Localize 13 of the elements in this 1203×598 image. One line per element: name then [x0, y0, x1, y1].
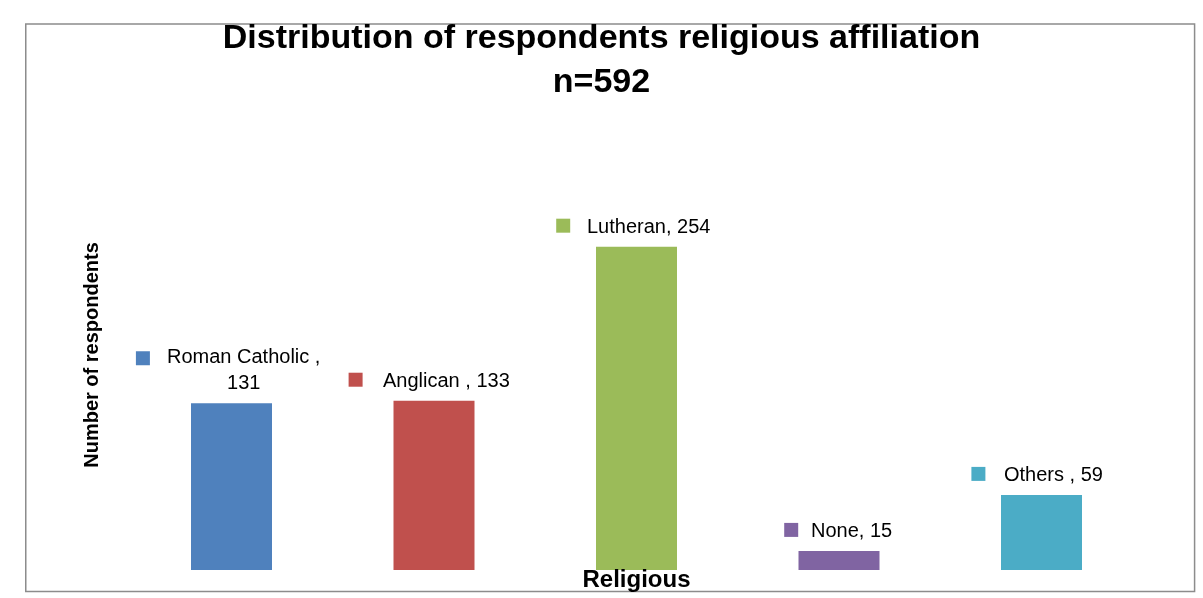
- bar: [1001, 494, 1082, 570]
- chart-title: Distribution of respondents religious affiliation n=592: [222, 16, 981, 100]
- data-label: Lutheran, 254: [587, 215, 711, 237]
- x-axis-title: Religious: [582, 565, 691, 593]
- bar: [393, 400, 475, 570]
- data-label: Anglican , 133: [383, 369, 510, 391]
- bar: [191, 403, 272, 570]
- data-label: Roman Catholic , 131: [167, 345, 321, 393]
- data-label: Others , 59: [1004, 463, 1103, 485]
- bar: [596, 246, 677, 570]
- y-axis-title: Number of respondents: [79, 242, 102, 468]
- data-label: None, 15: [811, 519, 893, 541]
- bar: [798, 550, 880, 570]
